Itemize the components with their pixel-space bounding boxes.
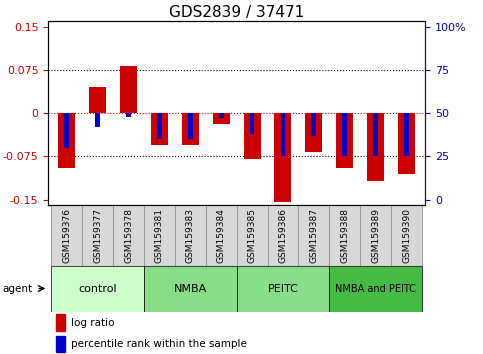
Text: GSM159384: GSM159384	[217, 208, 226, 263]
Bar	[281, 113, 285, 156]
Bar	[329, 266, 422, 312]
Bar	[398, 113, 415, 174]
Bar	[120, 66, 137, 113]
Text: agent: agent	[2, 284, 32, 293]
Bar	[268, 205, 298, 266]
Text: PEITC: PEITC	[268, 284, 298, 293]
Bar	[250, 113, 255, 134]
Bar	[342, 113, 347, 156]
Text: control: control	[78, 284, 117, 293]
Bar	[188, 113, 193, 139]
Bar	[126, 113, 131, 117]
Text: NMBA and PEITC: NMBA and PEITC	[335, 284, 416, 293]
Bar	[404, 113, 409, 156]
Bar	[144, 205, 175, 266]
Bar	[182, 113, 199, 145]
Bar	[298, 205, 329, 266]
Text: NMBA: NMBA	[174, 284, 207, 293]
Text: GSM159388: GSM159388	[340, 208, 349, 263]
Bar	[329, 205, 360, 266]
Bar	[312, 113, 316, 136]
Text: GSM159387: GSM159387	[310, 208, 318, 263]
Bar	[58, 113, 75, 168]
Bar	[51, 205, 82, 266]
Bar	[113, 205, 144, 266]
Bar	[237, 205, 268, 266]
Title: GDS2839 / 37471: GDS2839 / 37471	[169, 5, 304, 20]
Bar	[305, 113, 322, 152]
Text: GSM159381: GSM159381	[155, 208, 164, 263]
Text: GSM159390: GSM159390	[402, 208, 411, 263]
Bar	[237, 266, 329, 312]
Bar	[367, 113, 384, 181]
Bar	[213, 113, 230, 124]
Bar	[373, 113, 378, 156]
Bar	[95, 113, 100, 127]
Bar	[243, 113, 261, 159]
Bar	[56, 336, 65, 352]
Bar	[391, 205, 422, 266]
Bar	[157, 113, 162, 139]
Text: percentile rank within the sample: percentile rank within the sample	[71, 339, 246, 349]
Bar	[89, 87, 106, 113]
Bar	[51, 266, 144, 312]
Text: log ratio: log ratio	[71, 318, 114, 328]
Text: GSM159378: GSM159378	[124, 208, 133, 263]
Bar	[274, 113, 291, 202]
Text: GSM159377: GSM159377	[93, 208, 102, 263]
Bar	[56, 314, 65, 331]
Bar	[360, 205, 391, 266]
Bar	[219, 113, 224, 119]
Text: GSM159385: GSM159385	[248, 208, 256, 263]
Bar	[82, 205, 113, 266]
Text: GSM159383: GSM159383	[186, 208, 195, 263]
Text: GSM159386: GSM159386	[279, 208, 287, 263]
Bar	[175, 205, 206, 266]
Bar	[64, 113, 69, 148]
Bar	[151, 113, 168, 145]
Text: GSM159376: GSM159376	[62, 208, 71, 263]
Bar	[336, 113, 353, 168]
Bar	[206, 205, 237, 266]
Bar	[144, 266, 237, 312]
Text: GSM159389: GSM159389	[371, 208, 380, 263]
